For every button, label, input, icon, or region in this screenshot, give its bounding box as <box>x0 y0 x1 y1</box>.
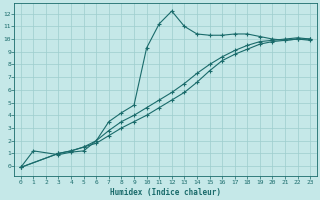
X-axis label: Humidex (Indice chaleur): Humidex (Indice chaleur) <box>110 188 221 197</box>
